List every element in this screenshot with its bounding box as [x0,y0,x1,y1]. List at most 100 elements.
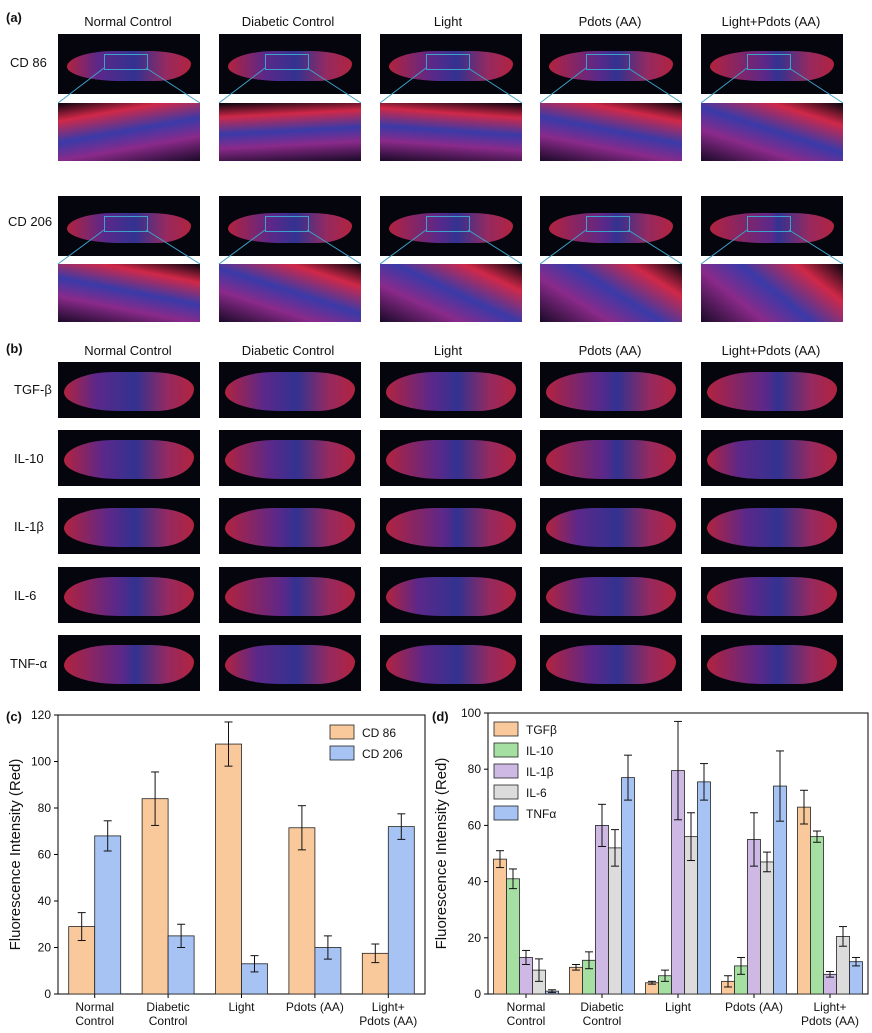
legend-swatch [493,721,519,737]
legend-swatch [493,805,519,821]
bar-cd86-2 [215,743,242,995]
bar-tnfα-1 [621,777,635,995]
zoom-image-cd86-4 [701,103,843,161]
x-tick-label: Control [507,1014,546,1028]
overview-image-cd86-3 [540,34,682,94]
zoom-connector-line [306,67,362,104]
col-header-normal-control: Normal Control [84,14,172,29]
stain-image-il10-1 [219,430,361,486]
col-header-pdots-b: Pdots (AA) [578,343,642,358]
stain-image-tgfb-1 [219,362,361,418]
overview-image-cd86-0 [58,34,200,94]
legend-swatch [493,742,519,758]
bar-il-10-0 [506,878,520,995]
chart-d: 0 20 40 60 80 100 Fluorescence Intensity (Red)… [433,706,869,1028]
zoom-connector-line [627,229,683,265]
tissue-section [540,103,682,161]
tissue-section [227,212,353,243]
panel-label-d: (d) [432,709,449,724]
zoom-region-box [265,216,309,232]
stain-image-tnfa-0 [58,635,200,691]
zoom-connector-line [379,229,427,265]
legend-swatch [329,724,355,740]
x-tick-label: Normal [507,1000,546,1014]
y-tick-label: 80 [468,762,482,776]
stain-image-tgfb-0 [58,362,200,418]
col-header-light: Light [433,14,463,29]
panel-label-a: (a) [6,10,22,25]
x-tick-label: Control [75,1014,114,1028]
panel-label-c: (c) [6,709,22,724]
x-tick-label: Light [228,1000,255,1014]
tissue-section [548,212,674,243]
col-header-pdots: Pdots (AA) [578,14,642,29]
legend-swatch [493,763,519,779]
tissue-section [63,372,195,412]
zoom-region-box [586,216,630,232]
zoom-connector-line [539,67,587,104]
tissue-section [385,372,517,412]
x-tick-label: Pdots (AA) [801,1014,859,1028]
row-label-tgfb: TGF-β [14,382,52,397]
stain-image-il10-4 [701,430,843,486]
bar-cd206-0 [94,835,122,995]
tissue-section [706,645,838,685]
tissue-section [227,50,353,81]
zoom-region-box [586,54,630,70]
tissue-section [706,440,838,480]
tissue-section [545,577,677,617]
bar-tgfβ-0 [493,858,507,995]
y-tick-label: 80 [38,801,52,815]
col-header-diabetic-control: Diabetic Control [241,14,335,29]
y-tick-label: 0 [44,987,51,1001]
tissue-section [545,372,677,412]
tissue-section [224,440,356,480]
legend-label: TNFα [526,807,556,821]
tissue-section [701,103,843,161]
tissue-section [385,440,517,480]
bar-il-1β-1 [595,825,609,995]
stain-image-tgfb-2 [380,362,522,418]
tissue-section [709,212,835,243]
stain-image-il6-3 [540,567,682,623]
row-label-il1b: IL-1β [14,519,44,534]
col-header-light-pdots: Light+Pdots (AA) [721,14,821,29]
legend-label: CD 86 [362,726,396,740]
tissue-section [388,50,514,81]
legend-label: IL-6 [526,786,547,800]
x-tick-label: Diabetic [146,1000,189,1014]
y-tick-label: 40 [38,894,52,908]
tissue-section [385,508,517,548]
legend-swatch [329,745,355,761]
stain-image-il10-2 [380,430,522,486]
bar-tgfβ-1 [569,966,583,995]
tissue-section [706,508,838,548]
y-tick-label: 0 [474,987,481,1001]
zoom-connector-line [218,67,266,104]
stain-image-il6-4 [701,567,843,623]
tissue-section [63,645,195,685]
zoom-image-cd206-1 [219,264,361,322]
zoom-connector-line [788,67,844,104]
y-tick-label: 40 [468,875,482,889]
tissue-section [385,645,517,685]
tissue-section [224,577,356,617]
zoom-connectors [57,67,844,265]
tissue-section [58,264,200,322]
zoom-connector-line [700,67,748,104]
zoom-image-cd86-0 [58,103,200,161]
x-tick-label: Light+ [372,1000,405,1014]
x-tick-label: Control [149,1014,188,1028]
stain-image-il6-1 [219,567,361,623]
tissue-section [63,577,195,617]
panel-label-b: (b) [6,341,23,356]
zoom-image-cd206-4 [701,264,843,322]
zoom-image-cd86-3 [540,103,682,161]
zoom-connector-line [57,229,105,265]
tissue-section [66,50,192,81]
zoom-region-box [426,216,470,232]
col-header-diabetic-control-b: Diabetic Control [241,343,335,358]
tissue-section [380,264,522,322]
overview-image-cd86-2 [380,34,522,94]
tissue-section [548,50,674,81]
